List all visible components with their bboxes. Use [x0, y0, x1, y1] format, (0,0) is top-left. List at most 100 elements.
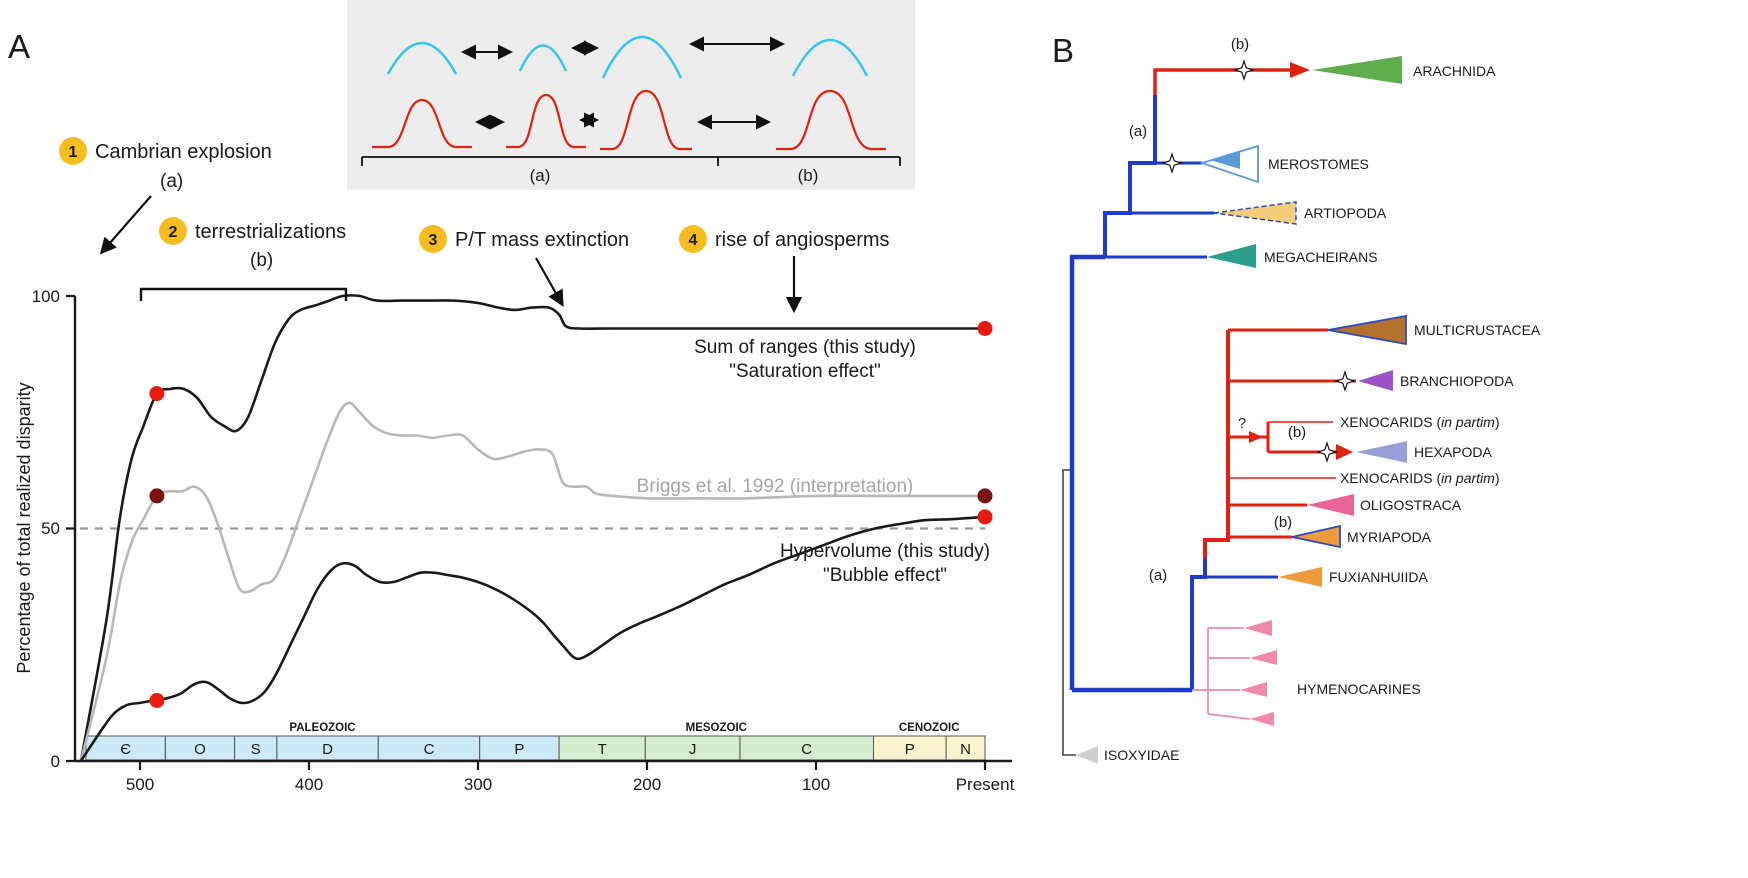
blue-arc-4 [791, 38, 869, 77]
multicrustacea-wedge [1327, 314, 1407, 346]
hymenocarines-wedge [1250, 650, 1277, 665]
curve-dot [977, 488, 993, 504]
red-bell-1 [372, 98, 472, 149]
red-branches [1153, 68, 1356, 558]
inset-model-diagram: (a) (b) [347, 0, 915, 190]
blue-arc-1 [386, 41, 458, 75]
x-tick-label: 500 [126, 775, 154, 794]
curve-endpoint-dots [149, 321, 993, 708]
curve-dot [977, 321, 993, 336]
artiopoda-wedge [1213, 201, 1297, 225]
period-box [644, 735, 741, 761]
hymenocarines-wedge [1240, 682, 1267, 697]
hymenocarines-wedge [1244, 620, 1272, 636]
annotation-1-arrow [99, 195, 152, 255]
merostomes-inner-triangle [1210, 152, 1240, 169]
period-box [276, 735, 379, 761]
annotation-3-label: P/T mass extinction [455, 229, 629, 251]
taxon-label-hexapoda: HEXAPODA [1414, 444, 1492, 460]
hymenocarines-fan [1192, 627, 1251, 720]
period-letter: J [689, 741, 697, 758]
hexapoda-red-arrow-icon [1336, 444, 1353, 460]
xenocarids-italic: in partim [1441, 414, 1495, 430]
panel-b-letter: B [1052, 32, 1074, 69]
period-letter: S [251, 741, 261, 758]
taxon-label-xenocarids-lower: XENOCARIDS (in partim) [1340, 470, 1499, 486]
taxon-label-isoxyidae: ISOXYIDAE [1104, 747, 1179, 763]
annotation-2-sub: (b) [250, 250, 273, 271]
red-bell-4 [776, 89, 886, 151]
node-mark-b-arachnida: (b) [1231, 36, 1249, 53]
axes: 100 50 0 Percentage of total realized di… [14, 287, 1012, 771]
chelicerate-ladder [1103, 95, 1157, 257]
star-icon [1334, 370, 1356, 392]
hymenocarines-branch [1207, 713, 1251, 720]
taxon-label-oligostraca: OLIGOSTRACA [1360, 497, 1462, 513]
annotation-2-bracket [139, 287, 348, 301]
period-letter: C [801, 741, 812, 758]
inset-bracket [361, 156, 901, 166]
blue-arc-2 [518, 44, 568, 72]
mandibulate-ladder-lower [1190, 558, 1207, 690]
taxon-label-myriapoda: MYRIAPODA [1347, 529, 1432, 545]
taxon-label-fuxianhuiida: FUXIANHUIIDA [1329, 569, 1428, 585]
node-mark-b-myriapoda: (b) [1274, 514, 1292, 531]
star-icon [1233, 59, 1255, 81]
period-letter: C [424, 741, 435, 758]
era-label: CENOZOIC [899, 722, 960, 734]
star-icon [1316, 441, 1338, 463]
xenocarids-prefix: XENOCARIDS ( [1340, 470, 1441, 486]
hypervolume-series-label: Hypervolume (this study) [780, 541, 990, 562]
megacheirans-wedge [1207, 244, 1256, 268]
y-tick-0: 0 [51, 752, 60, 771]
annotation-1-badge [59, 137, 87, 165]
period-box [234, 735, 278, 761]
myriapoda-wedge [1291, 524, 1341, 549]
geologic-timescale-bar: Є O S D C P T J C P N PALEOZOIC MESOZOIC CENOZOIC [85, 722, 986, 761]
period-box [945, 735, 986, 761]
annotation-1-number: 1 [69, 144, 78, 161]
inset-blue-arcs [386, 35, 869, 79]
question-node-red-arrow-icon [1249, 431, 1263, 443]
taxon-label-merostomes: MEROSTOMES [1268, 156, 1369, 172]
period-box [739, 735, 874, 761]
period-box [377, 735, 481, 761]
red-bell-3 [600, 89, 692, 151]
period-letter: N [960, 741, 971, 758]
period-letter: T [598, 741, 607, 758]
inset-label-a: (a) [530, 166, 551, 185]
x-tick-label: 100 [802, 775, 830, 794]
star-node-markers [1161, 59, 1356, 463]
root-branch [1062, 469, 1076, 756]
y-tick-50: 50 [41, 519, 60, 538]
saturation-effect-label: "Saturation effect" [729, 361, 881, 382]
node-mark-a-chelicerata: (a) [1129, 123, 1147, 140]
y-axis-tick-marks [66, 294, 75, 763]
x-tick-label: 400 [295, 775, 323, 794]
taxon-label-arachnida: ARACHNIDA [1413, 63, 1496, 79]
xenocarids-suffix: ) [1495, 470, 1500, 486]
annotation-1-sub: (a) [160, 171, 183, 192]
period-letter: O [194, 741, 206, 758]
period-box [873, 735, 947, 761]
node-mark-a-mandibulata: (a) [1149, 567, 1167, 584]
annotation-2-badge [159, 217, 187, 245]
annotations: 1 Cambrian explosion (a) 2 terrestrializ… [59, 137, 890, 314]
inset-background [347, 0, 915, 190]
blue-arc-3 [601, 35, 683, 79]
taxon-label-branchiopoda: BRANCHIOPODA [1400, 373, 1514, 389]
arachnida-branch [1153, 68, 1290, 95]
saturation-series-label: Sum of ranges (this study) [694, 337, 916, 358]
curve-dot [149, 386, 165, 402]
xenocarids-suffix: ) [1495, 414, 1500, 430]
blue-branches [1069, 95, 1278, 693]
series-curve-2 [79, 515, 986, 762]
x-tick-label: Present [956, 775, 1015, 794]
period-letter: D [322, 741, 333, 758]
annotation-4-label: rise of angiosperms [715, 229, 890, 251]
isoxyidae-wedge [1076, 746, 1098, 764]
bubble-effect-label: "Bubble effect" [823, 565, 947, 586]
panel-a-letter: A [8, 28, 30, 65]
